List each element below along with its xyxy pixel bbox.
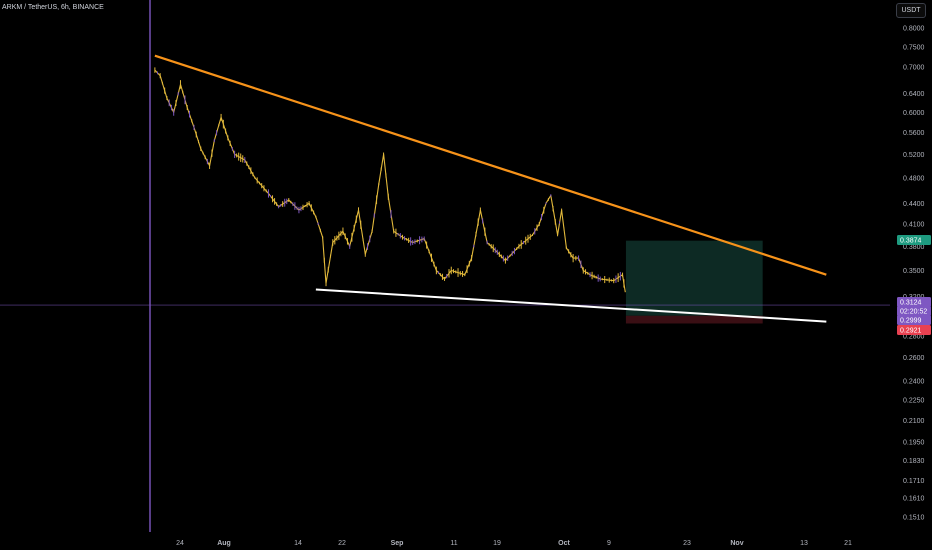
target-price-badge <box>897 235 931 245</box>
y-tick-label: 0.1950 <box>903 440 925 447</box>
symbol-title[interactable]: ARKM / TetherUS, 6h, BINANCE <box>2 4 104 11</box>
y-tick-label: 0.8000 <box>903 26 925 33</box>
stop-price-text: 0.2921 <box>900 328 922 335</box>
target-price-text: 0.3874 <box>900 238 922 245</box>
x-tick-label: 23 <box>683 540 691 547</box>
x-tick-label: Aug <box>217 540 231 547</box>
price-axis: 0.8000 0.7500 0.7000 0.6400 0.6000 0.5600 0.52… <box>903 26 925 522</box>
y-tick-label: 0.7500 <box>903 44 925 51</box>
trendlines <box>154 54 827 323</box>
countdown-badge <box>897 306 931 316</box>
support-trendline[interactable] <box>315 288 827 323</box>
x-tick-label: 13 <box>800 540 808 547</box>
x-tick-label: Oct <box>558 540 570 547</box>
y-tick-label: 0.1710 <box>903 478 925 485</box>
y-tick-label: 0.2250 <box>903 398 925 405</box>
y-tick-label: 0.2100 <box>903 418 925 425</box>
y-tick-label: 0.1510 <box>903 515 925 522</box>
y-tick-label: 0.6000 <box>903 110 925 117</box>
y-tick-label: 0.2400 <box>903 379 925 386</box>
y-tick-label: 0.5600 <box>903 130 925 137</box>
resistance-trendline[interactable] <box>154 54 827 276</box>
x-tick-label: Sep <box>391 540 404 547</box>
y-tick-label: 0.1610 <box>903 496 925 503</box>
y-tick-label: 0.4400 <box>903 201 925 208</box>
x-tick-label: 14 <box>294 540 302 547</box>
y-tick-label: 0.1830 <box>903 458 925 465</box>
x-tick-label: 9 <box>607 540 611 547</box>
entry-price-text: 0.2999 <box>900 318 922 325</box>
x-tick-label: 21 <box>844 540 852 547</box>
position-zones <box>625 240 763 324</box>
price-labels: 0.3874 0.3124 02:20:52 0.2999 0.2921 <box>897 235 931 335</box>
y-tick-label: 0.3500 <box>903 268 925 275</box>
current-price-text: 0.3124 <box>900 300 922 307</box>
currency-button[interactable]: USDT <box>896 3 926 18</box>
countdown-text: 02:20:52 <box>900 309 927 316</box>
y-tick-label: 0.7000 <box>903 65 925 72</box>
y-tick-label: 0.5200 <box>903 152 925 159</box>
x-tick-label: 11 <box>450 540 457 547</box>
y-tick-label: 0.3800 <box>903 244 925 251</box>
y-tick-label: 0.2800 <box>903 333 925 340</box>
price-series <box>154 67 626 293</box>
x-tick-label: 19 <box>493 540 501 547</box>
x-tick-label: 22 <box>338 540 346 547</box>
y-tick-label: 0.2600 <box>903 355 925 362</box>
stop-zone[interactable] <box>625 315 763 324</box>
y-tick-label: 0.6400 <box>903 91 925 98</box>
x-tick-label: Nov <box>730 540 743 547</box>
stop-price-badge <box>897 325 931 335</box>
entry-price-badge <box>897 315 931 325</box>
target-zone[interactable] <box>625 240 763 316</box>
y-tick-label: 0.4100 <box>903 222 925 229</box>
current-price-badge <box>897 297 931 307</box>
x-tick-label: 24 <box>176 540 184 547</box>
crosshair-group <box>0 0 890 532</box>
y-tick-label: 0.4800 <box>903 175 925 182</box>
time-axis: 24 Aug 14 22 Sep 11 19 Oct 9 23 Nov 13 21 <box>176 540 852 547</box>
